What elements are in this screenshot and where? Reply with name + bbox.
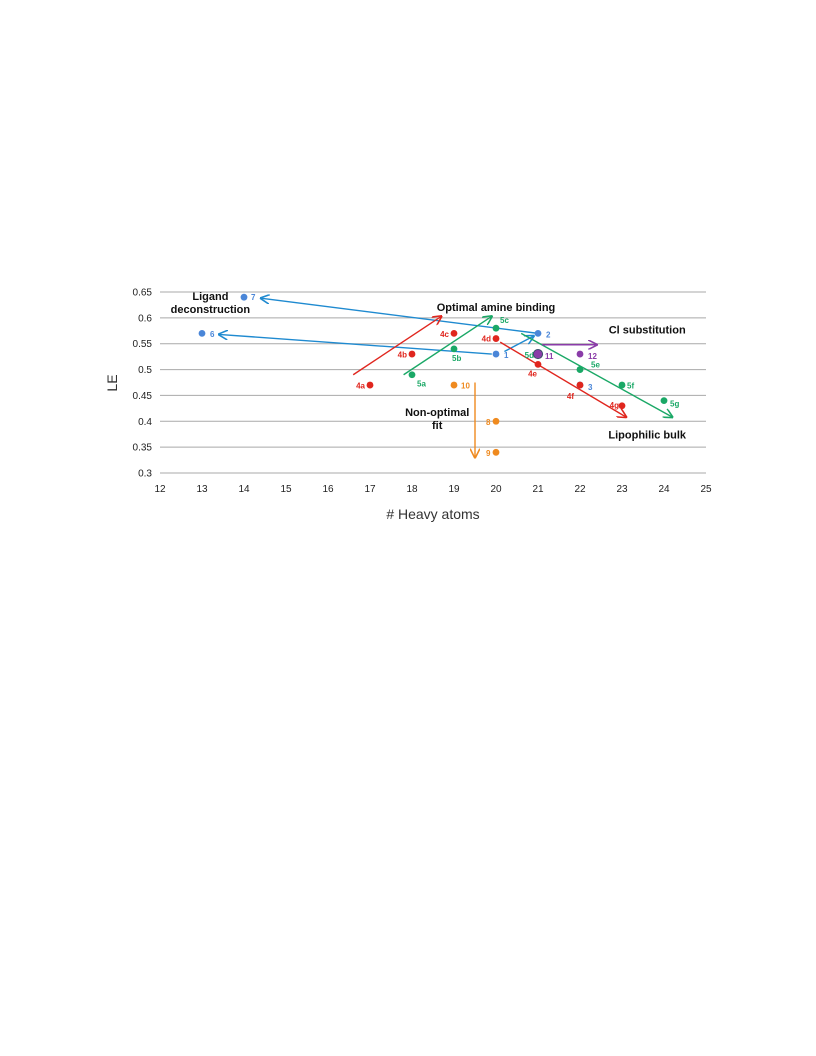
- arrow-green-down: [520, 332, 672, 417]
- x-tick-label: 18: [406, 484, 418, 495]
- gridlines: [160, 291, 706, 474]
- x-tick-label: 14: [238, 484, 250, 495]
- annotation-non-optimal-line: Non-optimal: [405, 407, 469, 419]
- point-5g: [660, 397, 668, 404]
- point-label-5g: 5g: [670, 400, 679, 409]
- point-5e: [576, 366, 584, 373]
- y-tick-label: 0.4: [138, 417, 152, 428]
- point-label-11: 11: [545, 352, 554, 361]
- point-label-12: 12: [588, 352, 597, 361]
- x-tick-label: 15: [280, 484, 292, 495]
- annotation-ligand-line: deconstruction: [171, 304, 251, 316]
- arrow-1-to-2: [504, 336, 533, 353]
- point-label-4e: 4e: [528, 369, 537, 378]
- x-axis-title: # Heavy atoms: [386, 506, 479, 522]
- point-12: [576, 350, 584, 358]
- annotation-ligand-line: Ligand: [192, 291, 228, 303]
- point-5f: [618, 381, 626, 389]
- point-label-3: 3: [588, 383, 593, 392]
- arrow-red-down: [499, 341, 626, 417]
- point-label-5f: 5f: [627, 382, 634, 391]
- x-tick-label: 21: [532, 484, 544, 495]
- annotation-optimal-amine: Optimal amine binding: [437, 302, 556, 314]
- point-label-5d: 5d: [525, 351, 534, 360]
- point-4c: [450, 329, 458, 337]
- point-10: [450, 381, 458, 389]
- point-label-5a: 5a: [417, 380, 426, 389]
- annotation-lipophilic: Lipophilic bulk: [608, 429, 686, 441]
- trend-arrows: [219, 298, 673, 457]
- point-7: [240, 293, 248, 301]
- point-label-4a: 4a: [356, 382, 365, 391]
- arrow-6-from-1: [219, 334, 492, 355]
- y-axis-title: LE: [104, 374, 120, 391]
- x-tick-label: 19: [448, 484, 460, 495]
- point-label-9: 9: [486, 449, 491, 458]
- point-1: [492, 350, 500, 358]
- point-5a: [408, 371, 416, 379]
- x-tick-label: 22: [574, 484, 586, 495]
- x-tick-label: 17: [364, 484, 376, 495]
- annotation-non-optimal-line: fit: [432, 420, 443, 432]
- point-2: [534, 329, 542, 337]
- point-label-4g: 4g: [610, 401, 619, 410]
- annotation-lipophilic-line: Lipophilic bulk: [608, 429, 686, 441]
- point-label-6: 6: [210, 330, 215, 339]
- point-11: [532, 348, 544, 360]
- x-tick-label: 13: [196, 484, 208, 495]
- point-4d: [492, 335, 500, 342]
- point-4g: [618, 402, 626, 410]
- x-tick-label: 16: [322, 484, 334, 495]
- point-label-8: 8: [486, 418, 491, 427]
- point-label-5c: 5c: [500, 316, 509, 325]
- x-tick-label: 23: [616, 484, 628, 495]
- point-4b: [408, 350, 416, 358]
- x-tick-label: 20: [490, 484, 502, 495]
- point-label-1: 1: [504, 351, 509, 360]
- y-tick-label: 0.45: [133, 391, 153, 402]
- point-label-5b: 5b: [452, 354, 461, 363]
- x-tick-label: 12: [154, 484, 166, 495]
- y-tick-label: 0.6: [138, 313, 152, 324]
- annotation-optimal-amine-line: Optimal amine binding: [437, 302, 556, 314]
- point-5c: [492, 324, 500, 332]
- x-tick-label: 24: [658, 484, 670, 495]
- annotation-cl-substitution-line: Cl substitution: [609, 324, 686, 336]
- point-8: [492, 417, 500, 425]
- point-label-4d: 4d: [482, 335, 491, 344]
- arrow-7-from-2: [261, 298, 539, 335]
- point-label-7: 7: [251, 293, 256, 302]
- annotation-cl-substitution: Cl substitution: [609, 324, 686, 336]
- y-tick-label: 0.65: [133, 288, 153, 299]
- point-label-5e: 5e: [591, 361, 600, 370]
- point-4f: [576, 381, 584, 389]
- arrow-green-up: [403, 316, 492, 376]
- point-label-4f: 4f: [567, 392, 574, 401]
- point-9: [492, 448, 500, 456]
- x-tick-label: 25: [700, 484, 712, 495]
- point-5b: [450, 345, 458, 353]
- arrow-red-up: [352, 316, 441, 376]
- point-4a: [366, 381, 374, 389]
- point-4e: [534, 361, 542, 368]
- y-tick-label: 0.5: [138, 365, 152, 376]
- y-tick-label: 0.55: [133, 339, 153, 350]
- point-label-4c: 4c: [440, 330, 449, 339]
- y-tick-label: 0.35: [133, 443, 153, 454]
- point-label-10: 10: [461, 382, 470, 391]
- y-tick-label: 0.3: [138, 469, 152, 480]
- x-axis-ticks: 12 13 14 15 16 17 18 19 20 21 22 23 24 25: [154, 484, 712, 495]
- point-label-4b: 4b: [398, 351, 407, 360]
- y-axis-ticks: 0.3 0.35 0.4 0.45 0.5 0.55 0.6 0.65: [133, 288, 153, 480]
- point-label-2: 2: [546, 330, 551, 339]
- point-6: [198, 329, 206, 337]
